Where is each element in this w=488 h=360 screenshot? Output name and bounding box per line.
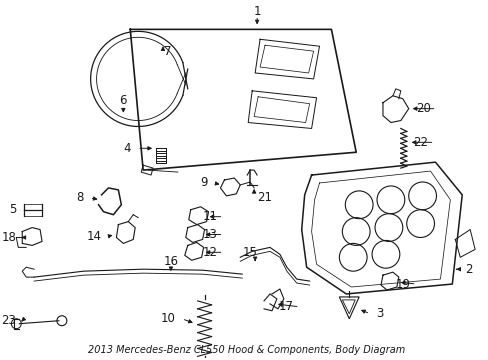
- Text: 20: 20: [415, 102, 429, 115]
- Text: 17: 17: [278, 300, 293, 313]
- Text: 12: 12: [202, 246, 217, 259]
- Text: 18: 18: [1, 231, 16, 244]
- Text: 13: 13: [202, 228, 217, 241]
- Text: 6: 6: [120, 94, 127, 107]
- Text: 9: 9: [200, 176, 207, 189]
- Text: 21: 21: [257, 191, 271, 204]
- Text: 2013 Mercedes-Benz CL550 Hood & Components, Body Diagram: 2013 Mercedes-Benz CL550 Hood & Componen…: [88, 346, 405, 355]
- Text: 2: 2: [464, 263, 472, 276]
- Text: 22: 22: [413, 136, 427, 149]
- Text: 15: 15: [242, 246, 257, 259]
- Text: 16: 16: [163, 255, 178, 268]
- Text: 11: 11: [202, 210, 217, 223]
- Text: 4: 4: [123, 142, 131, 155]
- Text: 7: 7: [164, 45, 171, 58]
- Text: 23: 23: [1, 314, 16, 327]
- Text: 14: 14: [86, 230, 102, 243]
- Text: 10: 10: [161, 312, 176, 325]
- Text: 5: 5: [9, 203, 16, 216]
- Text: 8: 8: [76, 191, 83, 204]
- Text: 3: 3: [375, 307, 383, 320]
- Text: 19: 19: [395, 278, 410, 291]
- Text: 1: 1: [253, 5, 260, 18]
